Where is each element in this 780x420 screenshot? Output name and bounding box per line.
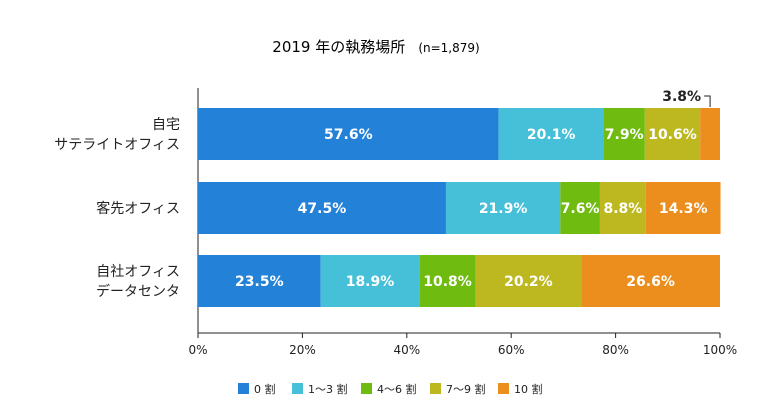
- x-tick-label: 100%: [703, 343, 737, 357]
- x-tick-label: 0%: [188, 343, 207, 357]
- data-label: 10.6%: [648, 127, 697, 143]
- data-label: 10.8%: [423, 274, 472, 290]
- data-label: 18.9%: [346, 274, 395, 290]
- chart-title: 2019 年の執務場所 (n=1,879): [272, 37, 479, 56]
- chart-subtitle: (n=1,879): [418, 41, 479, 55]
- x-tick-label: 40%: [393, 343, 420, 357]
- legend-swatch: [292, 383, 303, 394]
- data-label: 47.5%: [298, 201, 347, 217]
- data-label: 14.3%: [659, 201, 708, 217]
- bar-segment: [644, 108, 701, 160]
- bar-segment: [599, 182, 646, 234]
- bar-segment: [320, 255, 420, 307]
- data-label: 7.9%: [605, 127, 644, 143]
- data-label: 20.2%: [504, 274, 553, 290]
- bar-segment: [581, 255, 720, 307]
- legend-label: 4～6 割: [377, 382, 417, 396]
- bar-segment: [198, 182, 446, 234]
- bar-segment: [498, 108, 604, 160]
- data-label: 21.9%: [479, 201, 528, 217]
- data-label: 20.1%: [527, 127, 576, 143]
- bar-segment: [475, 255, 582, 307]
- bar-segment: [198, 255, 321, 307]
- bar-segment: [419, 255, 476, 307]
- data-label: 57.6%: [324, 127, 373, 143]
- data-label: 23.5%: [235, 274, 284, 290]
- x-tick-label: 60%: [498, 343, 525, 357]
- legend-label: 0 割: [254, 382, 276, 396]
- legend-label: 10 割: [514, 382, 543, 396]
- bar-segment: [198, 108, 499, 160]
- legend-swatch: [430, 383, 441, 394]
- legend-label: 1～3 割: [308, 382, 348, 396]
- legend-label: 7～9 割: [446, 382, 486, 396]
- callout-leader: [704, 95, 711, 107]
- legend-swatch: [238, 383, 249, 394]
- data-label: 26.6%: [626, 274, 675, 290]
- legend: 0 割 1～3 割 4～6 割 7～9 割 10 割: [238, 382, 543, 396]
- plot-area: 0% 20% 40% 60% 80% 100% 自宅サテライトオフィス 57.6% 20.1% 7…: [54, 88, 737, 357]
- bar-segment: [603, 108, 645, 160]
- legend-swatch: [361, 383, 372, 394]
- data-label: 8.8%: [603, 201, 642, 217]
- data-label: 7.6%: [561, 201, 600, 217]
- bar-segment: [445, 182, 561, 234]
- category-label: 客先オフィス: [96, 200, 180, 217]
- callout-label: 3.8%: [662, 89, 701, 105]
- bar-segment: [560, 182, 600, 234]
- category-label: 自社オフィスデータセンタ: [96, 264, 180, 300]
- legend-swatch: [498, 383, 509, 394]
- bar-segment: [645, 182, 721, 234]
- bar-segment: [700, 108, 720, 160]
- chart-title-main: 2019 年の執務場所: [272, 38, 405, 56]
- x-tick-label: 20%: [289, 343, 316, 357]
- category-label: 自宅サテライトオフィス: [54, 117, 180, 153]
- x-tick-label: 80%: [602, 343, 629, 357]
